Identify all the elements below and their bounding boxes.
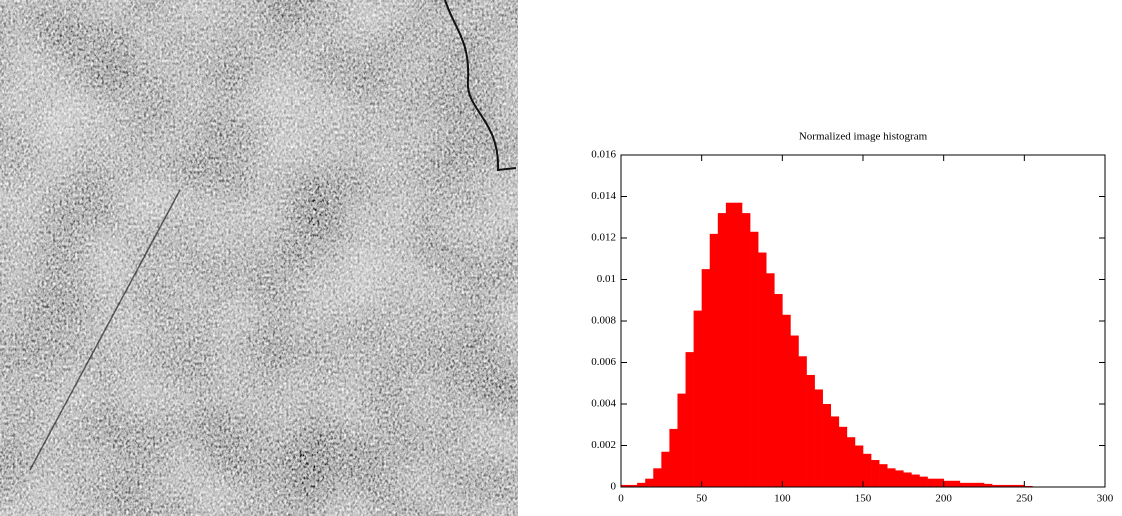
bar [871, 460, 879, 487]
bar [815, 389, 823, 487]
bar [742, 213, 750, 487]
bar [710, 234, 718, 487]
y-tick-label: 0.008 [591, 315, 616, 327]
bar [766, 273, 774, 487]
bar [790, 336, 798, 487]
bar [782, 315, 790, 487]
chart-title: Normalized image histogram [799, 131, 928, 143]
bar [653, 468, 661, 487]
bar [976, 483, 984, 487]
bar [831, 416, 839, 487]
x-tick-label: 50 [696, 493, 708, 505]
bar [774, 294, 782, 487]
bar [936, 479, 944, 487]
y-tick-label: 0 [611, 481, 617, 493]
bar [807, 375, 815, 487]
bar [911, 475, 919, 487]
y-tick-label: 0.002 [591, 439, 616, 451]
y-tick-label: 0.012 [591, 232, 616, 244]
bar [686, 352, 694, 487]
satellite-image [0, 0, 518, 516]
bar [677, 394, 685, 487]
y-tick-label: 0.016 [591, 149, 616, 161]
bar [895, 470, 903, 487]
x-tick-label: 0 [618, 493, 624, 505]
bar [903, 472, 911, 487]
bar [863, 454, 871, 487]
y-tick-label: 0.014 [591, 190, 616, 202]
bar [855, 446, 863, 488]
bar [960, 483, 968, 487]
y-tick-label: 0.01 [597, 273, 616, 285]
bar [823, 404, 831, 487]
bar [758, 253, 766, 487]
bar [798, 356, 806, 487]
bar [702, 269, 710, 487]
bar [726, 203, 734, 487]
bar [887, 468, 895, 487]
bar [637, 483, 645, 487]
bar [944, 481, 952, 487]
page: Normalized image histogram 0 0.002 0.004 0.… [0, 0, 1122, 516]
y-tick-label: 0.004 [591, 398, 616, 410]
x-tick-label: 150 [855, 493, 872, 505]
bar [750, 232, 758, 487]
bar [919, 477, 927, 487]
bar [879, 464, 887, 487]
bar [928, 479, 936, 487]
y-tick-label: 0.006 [591, 356, 616, 368]
bar [661, 452, 669, 487]
bar [694, 311, 702, 487]
bar [645, 479, 653, 487]
x-tick-label: 200 [935, 493, 952, 505]
x-tick-label: 100 [774, 493, 791, 505]
bar [734, 203, 742, 487]
bar [847, 437, 855, 487]
bar [968, 483, 976, 487]
x-tick-label: 250 [1016, 493, 1033, 505]
bar [718, 213, 726, 487]
bar [669, 429, 677, 487]
bar [839, 427, 847, 487]
bar [952, 481, 960, 487]
x-tick-label: 300 [1097, 493, 1114, 505]
